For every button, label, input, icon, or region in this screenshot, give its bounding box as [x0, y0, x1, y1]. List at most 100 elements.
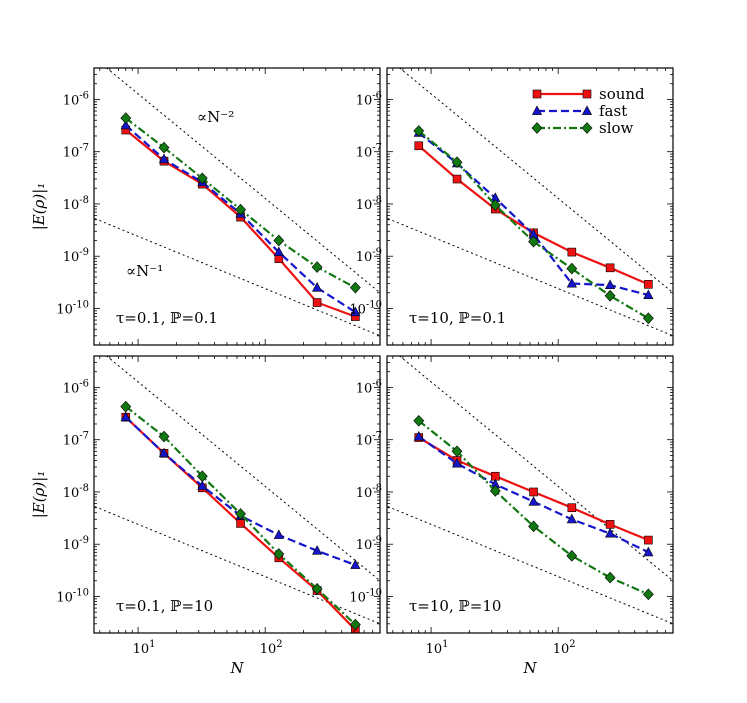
point-slow	[120, 400, 132, 413]
panel-annotation: τ=10, ℙ=10	[409, 597, 501, 615]
point-slow	[489, 199, 501, 211]
point-slow	[235, 203, 246, 216]
point-fast	[643, 546, 654, 557]
slope-n1-guide	[387, 217, 673, 337]
slope-n2-guide	[105, 356, 380, 582]
slope-n2-guide	[105, 68, 380, 294]
point-slow	[349, 618, 361, 631]
point-fast	[451, 457, 463, 468]
x-axis-label: N	[229, 659, 244, 677]
point-sound	[236, 519, 245, 528]
axes-frame	[386, 67, 674, 346]
x-tick-label: 102	[553, 639, 576, 657]
panel-top-right: 10-10 10-9 10-8 10-7 10-6 τ=10, ℙ=0.1 soundfas…	[349, 67, 674, 346]
point-sound	[414, 141, 424, 151]
point-slow	[489, 485, 501, 497]
legend-marker-fast	[531, 105, 543, 115]
point-slow	[235, 508, 246, 520]
point-sound	[452, 174, 462, 184]
y-tick-label: 10-6	[63, 90, 89, 108]
point-fast	[158, 447, 170, 458]
y-tick-label: 10-9	[356, 247, 382, 265]
point-fast	[120, 119, 131, 130]
y-tick-label: 10-8	[63, 195, 89, 213]
point-fast	[197, 480, 208, 490]
point-fast	[311, 545, 323, 555]
series-line-fast	[125, 416, 356, 567]
y-tick-label: 10-8	[356, 195, 382, 213]
slope-n1-guide	[387, 505, 673, 625]
y-tick-label: 10-6	[356, 90, 382, 108]
point-fast	[643, 289, 654, 300]
slope-n2-guide	[398, 356, 673, 582]
point-fast	[528, 496, 539, 506]
legend-marker-slow	[531, 122, 543, 134]
slope-n2-label: ∝N⁻²	[197, 108, 234, 126]
y-tick-label: 10-8	[63, 483, 89, 501]
series-line-slow	[418, 419, 649, 596]
point-fast	[350, 306, 361, 317]
series-line-slow	[418, 130, 649, 320]
point-slow	[196, 470, 208, 483]
panel-annotation: τ=0.1, ℙ=0.1	[116, 309, 218, 327]
point-sound	[529, 487, 538, 497]
legend-label-slow: slow	[599, 119, 634, 137]
point-fast	[311, 282, 323, 292]
y-tick-label: 10-7	[356, 431, 382, 449]
point-slow	[120, 112, 132, 124]
point-slow	[413, 414, 425, 427]
y-tick-label: 10-7	[63, 143, 89, 161]
y-tick-label: 10-9	[63, 247, 89, 265]
y-axis-label: |E(ρ)|₁	[30, 471, 48, 519]
slope-n1-label: ∝N⁻¹	[126, 262, 163, 280]
point-fast	[604, 527, 616, 538]
point-sound	[312, 298, 322, 307]
point-sound	[644, 280, 653, 289]
slope-n1-guide	[94, 217, 380, 337]
point-slow	[451, 156, 463, 169]
point-fast	[413, 430, 424, 441]
axes-frame	[93, 355, 381, 634]
y-tick-label: 10-9	[356, 535, 382, 553]
y-tick-label: 10-10	[349, 587, 382, 605]
point-slow	[349, 281, 361, 294]
y-tick-label: 10-8	[356, 483, 382, 501]
legend-marker-sound	[532, 89, 542, 99]
x-tick-label: 102	[260, 639, 283, 657]
x-axis-label: N	[522, 659, 537, 677]
y-axis-label: |E(ρ)|₁	[30, 183, 48, 231]
point-slow	[604, 571, 616, 584]
panel-bottom-right: 10-10 10-9 10-8 10-7 10-6 101 102 Nτ=10, ℙ=10	[349, 355, 674, 677]
point-slow	[528, 235, 539, 248]
point-slow	[158, 141, 170, 154]
y-tick-label: 10-10	[349, 299, 382, 317]
point-fast	[566, 513, 577, 524]
axes-frame	[93, 67, 381, 346]
point-slow	[158, 430, 170, 443]
point-sound	[567, 247, 577, 257]
y-tick-label: 10-7	[63, 431, 89, 449]
point-fast	[604, 279, 616, 290]
slope-n1-guide	[94, 505, 380, 625]
point-slow	[604, 289, 616, 302]
point-slow	[642, 312, 654, 325]
point-fast	[158, 153, 170, 164]
point-sound	[605, 520, 615, 529]
x-tick-label: 101	[133, 639, 156, 657]
y-tick-label: 10-6	[356, 378, 382, 396]
point-slow	[642, 588, 654, 601]
point-fast	[350, 559, 361, 569]
y-tick-label: 10-7	[356, 143, 382, 161]
panel-annotation: τ=0.1, ℙ=10	[116, 597, 213, 615]
point-slow	[528, 520, 539, 533]
point-slow	[311, 261, 323, 273]
point-slow	[196, 172, 208, 185]
point-sound	[567, 503, 577, 512]
point-sound	[605, 263, 615, 273]
point-slow	[273, 234, 285, 247]
legend-label-sound: sound	[599, 85, 645, 103]
y-tick-label: 10-10	[56, 299, 89, 317]
point-fast	[566, 277, 577, 288]
